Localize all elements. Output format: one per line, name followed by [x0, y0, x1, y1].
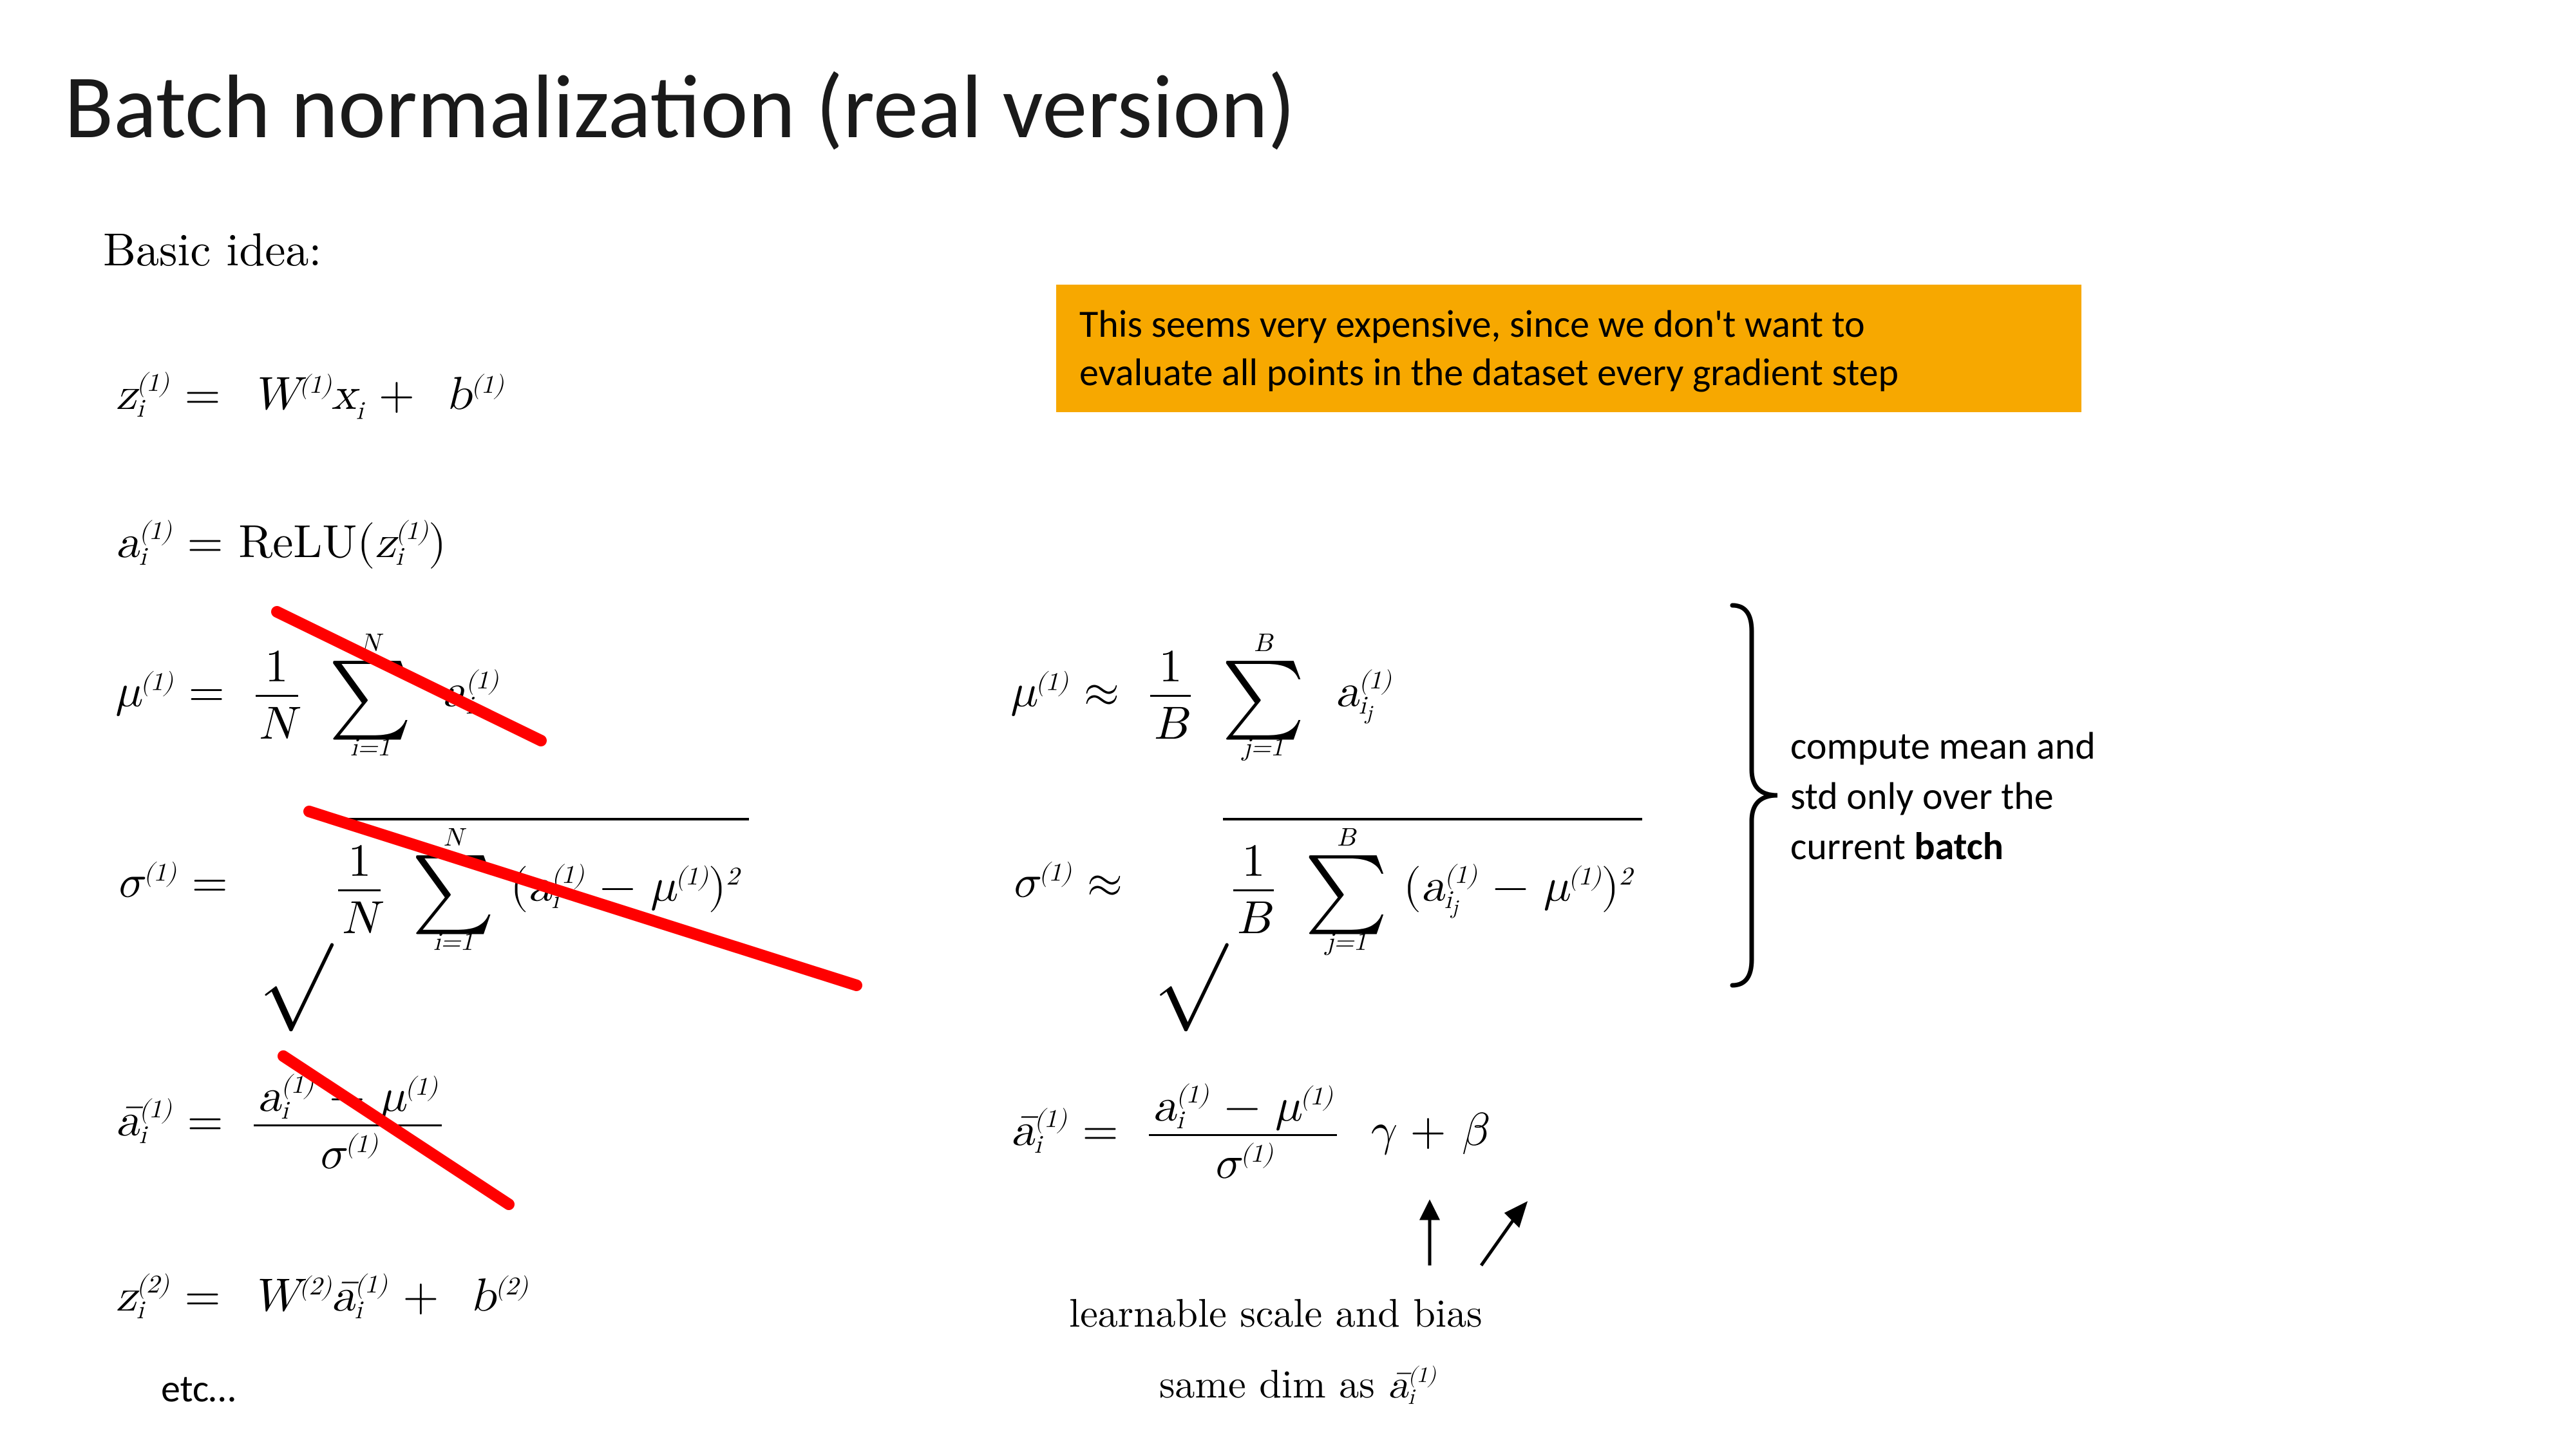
callout-line-1: This seems very expensive, since we don'…: [1079, 301, 1865, 348]
annotation-batch: compute mean and std only over the curre…: [1790, 721, 2096, 872]
callout-box: This seems very expensive, since we don'…: [1056, 285, 2081, 412]
eq-abar-full: ā(1)i = a(1)i − μ(1) σ(1): [116, 1069, 442, 1182]
etc-label: etc…: [161, 1365, 236, 1412]
arrow-diag: [1481, 1204, 1525, 1265]
subhead: Basic idea:: [103, 213, 2512, 279]
annotation-batch-line-3-prefix: current: [1790, 823, 1914, 870]
annotation-learnable: learnable scale and bias: [1069, 1282, 1482, 1338]
eq-abar-affine: ā(1)i = a(1)i − μ(1) σ(1) γ + β: [1011, 1079, 1488, 1191]
arrow-up: [1422, 1203, 1437, 1265]
annotation-same-dim: same dim as ā(1)i: [1159, 1352, 1436, 1410]
callout-line-2: evaluate all points in the dataset every…: [1079, 349, 1899, 396]
annotation-batch-line-3-bold: batch: [1914, 823, 2003, 870]
eq-z1: z(1)i = W(1)xi + b(1): [116, 367, 504, 426]
slide-title: Batch normalization (real version): [64, 52, 2512, 162]
eq-mu-full: μ(1) = 1N N∑i=1 a(1)i: [116, 631, 498, 761]
annotation-batch-line-2: std only over the: [1790, 773, 2054, 820]
annotation-batch-line-1: compute mean and: [1790, 723, 2096, 770]
slide: Batch normalization (real version) Basic…: [0, 0, 2576, 1449]
eq-mu-batch: μ(1) ≈ 1B B∑j=1 a(1)ij: [1011, 631, 1392, 761]
bracket-batch: [1732, 605, 1777, 985]
eq-sigma-batch: σ(1) ≈ √ 1B B∑j=1 (a(1)ij − μ(1))2: [1011, 818, 1642, 956]
eq-z2: z(2)i = W(2)ā(1)i + b(2): [116, 1269, 528, 1324]
eq-sigma-full: σ(1) = √ 1N N∑i=1 (a(1)i − μ(1))2: [116, 818, 749, 956]
eq-a1: a(1)i = ReLU(z(1)i): [116, 515, 446, 571]
